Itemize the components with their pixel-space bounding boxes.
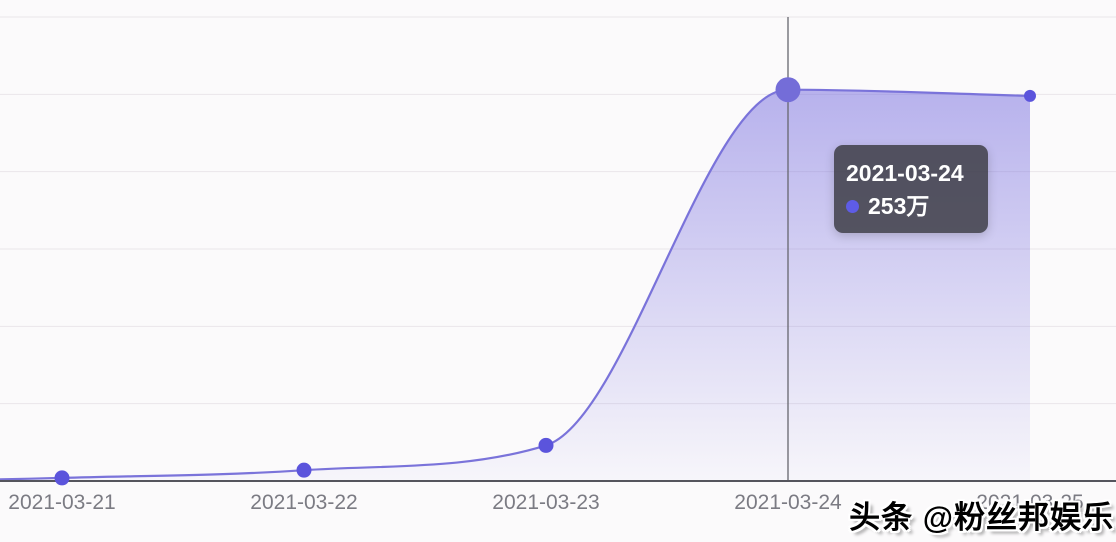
- data-point[interactable]: [538, 437, 554, 453]
- data-point[interactable]: [296, 462, 312, 478]
- trend-line: [0, 88, 1031, 481]
- tooltip-date: 2021-03-24: [846, 159, 964, 186]
- data-point[interactable]: [54, 470, 70, 486]
- area-fill: [0, 89, 1030, 481]
- data-point[interactable]: [1024, 89, 1036, 102]
- tooltip-value: 253万: [868, 192, 930, 219]
- tooltip: 2021-03-24 253万: [834, 145, 988, 233]
- highlighted-data-point[interactable]: [775, 77, 801, 103]
- watermark-text: 头条 @粉丝邦娱乐: [849, 500, 1114, 535]
- series-dot-icon: [846, 199, 859, 213]
- tooltip-value-row: 253万: [846, 190, 976, 223]
